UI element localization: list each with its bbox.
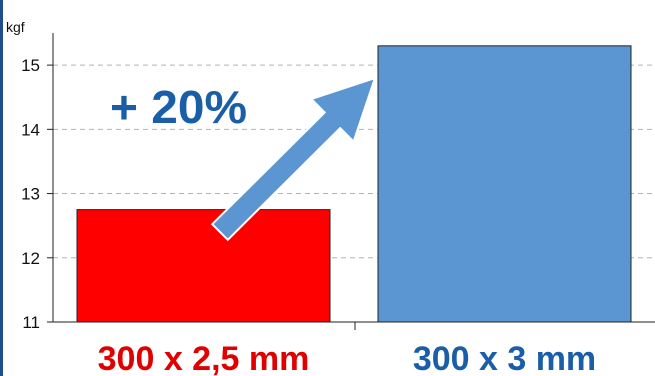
y-axis-unit-label: kgf bbox=[6, 19, 25, 35]
x-category-labels: 300 x 2,5 mm 300 x 3 mm bbox=[98, 340, 597, 376]
category-label: 300 x 2,5 mm bbox=[98, 340, 310, 376]
y-tick-label: 15 bbox=[21, 56, 40, 75]
left-border bbox=[0, 0, 3, 376]
y-tick-label: 12 bbox=[21, 249, 40, 268]
category-label: 300 x 3 mm bbox=[413, 340, 596, 376]
increase-callout: + 20% bbox=[110, 81, 247, 133]
y-tick-label: 13 bbox=[21, 185, 40, 204]
bar bbox=[378, 46, 631, 322]
bar bbox=[77, 210, 330, 322]
y-tick-label: 14 bbox=[21, 120, 40, 139]
y-tick-labels: 11 12 13 14 15 bbox=[21, 56, 40, 332]
y-tick-label: 11 bbox=[22, 313, 40, 332]
